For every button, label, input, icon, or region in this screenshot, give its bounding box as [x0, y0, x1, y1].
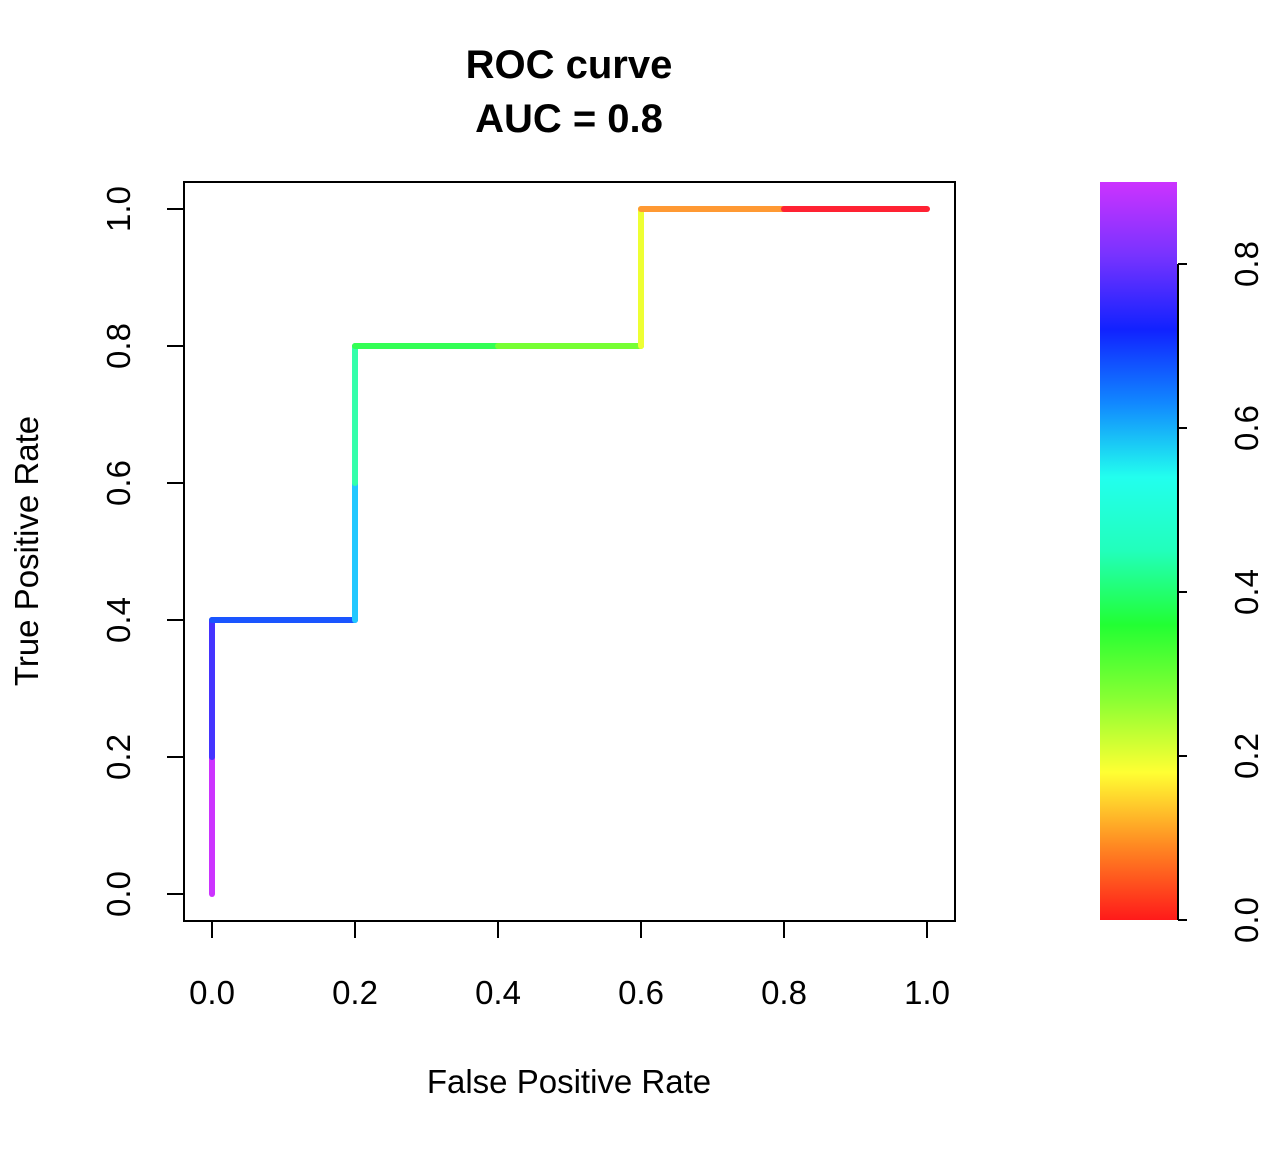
y-tick-label: 0.6	[100, 460, 137, 506]
y-tick-label: 0.8	[100, 323, 137, 369]
x-tick-label: 0.2	[332, 974, 378, 1011]
colorbar-axis: 0.0 0.2 0.4 0.6 0.8	[1177, 241, 1265, 943]
colorbar-tick-label: 0.6	[1228, 405, 1265, 451]
chart-subtitle: AUC = 0.8	[475, 97, 663, 141]
x-tick-label: 0.0	[189, 974, 235, 1011]
x-tick-label: 0.4	[475, 974, 521, 1011]
plot-frame	[183, 181, 956, 922]
x-tick-label: 0.8	[761, 974, 807, 1011]
x-tick-label: 1.0	[904, 974, 950, 1011]
colorbar-tick-label: 0.8	[1228, 241, 1265, 287]
colorbar-tick-label: 0.0	[1228, 897, 1265, 943]
y-tick-label: 0.0	[100, 871, 137, 917]
x-axis: 0.0 0.2 0.4 0.6 0.8 1.0	[189, 920, 950, 1011]
x-tick-label: 0.6	[618, 974, 664, 1011]
x-axis-label: False Positive Rate	[427, 1063, 711, 1100]
y-tick-label: 0.2	[100, 734, 137, 780]
colorbar-gradient	[1100, 182, 1177, 920]
y-tick-label: 0.4	[100, 597, 137, 643]
y-axis-label: True Positive Rate	[8, 416, 45, 686]
y-axis: 0.0 0.2 0.4 0.6 0.8 1.0	[100, 186, 185, 917]
colorbar-tick-label: 0.2	[1228, 733, 1265, 779]
roc-line	[209, 206, 930, 897]
y-tick-label: 1.0	[100, 186, 137, 232]
colorbar-tick-label: 0.4	[1228, 569, 1265, 615]
chart-title: ROC curve	[466, 43, 673, 87]
colorbar: 0.0 0.2 0.4 0.6 0.8	[1100, 182, 1265, 943]
